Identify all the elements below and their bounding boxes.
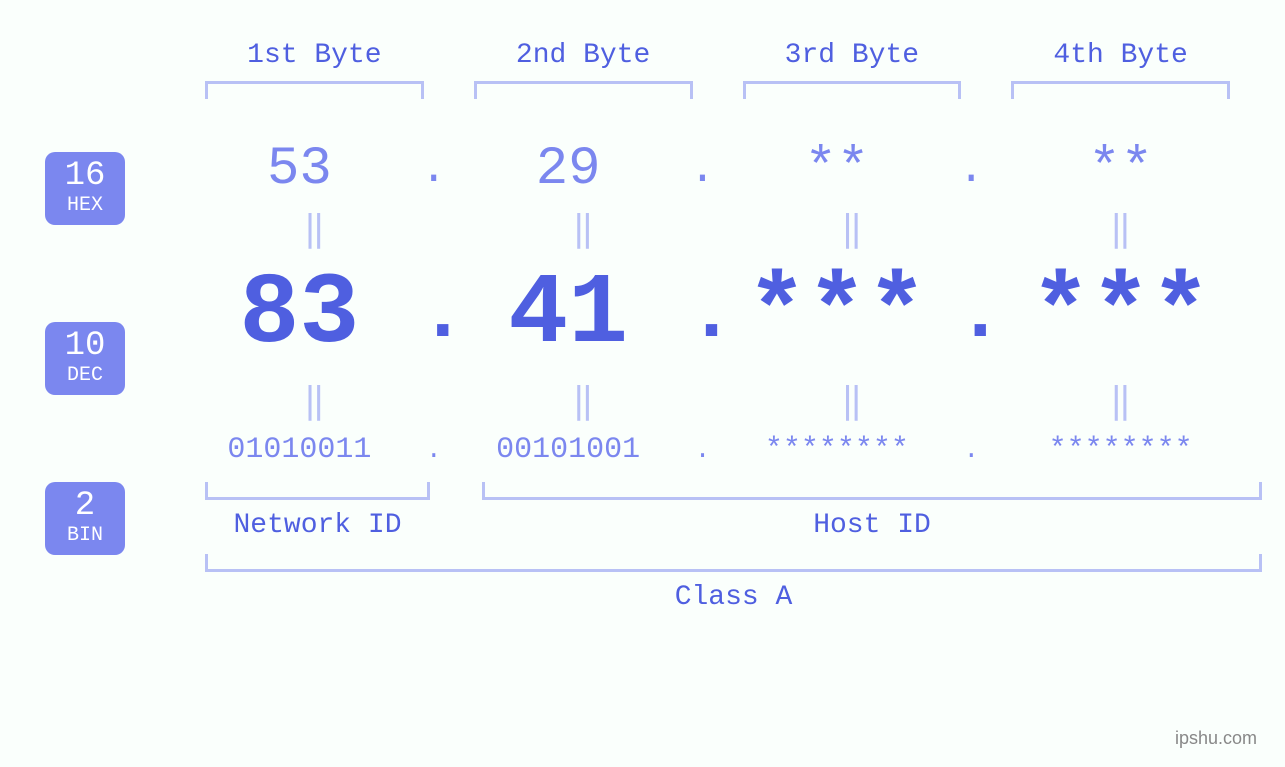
base-badge-dec-num: 10 [45, 328, 125, 365]
bin-byte-3: ******** [718, 433, 957, 467]
base-badge-dec-label: DEC [45, 365, 125, 387]
bin-byte-2: 00101001 [449, 433, 688, 467]
byte-header-4: 4th Byte [986, 40, 1255, 99]
watermark: ipshu.com [1175, 728, 1257, 749]
top-bracket-2 [474, 81, 693, 99]
host-id-label: Host ID [482, 510, 1262, 541]
byte-label-1: 1st Byte [180, 40, 449, 71]
dec-sep-1: . [419, 270, 449, 361]
top-bracket-1 [205, 81, 424, 99]
hex-sep-2: . [688, 145, 718, 195]
hex-byte-2: 29 [449, 139, 688, 200]
class-label: Class A [205, 582, 1262, 613]
hex-row: 53. 29. **. ** [180, 139, 1255, 200]
base-badge-hex-num: 16 [45, 158, 125, 195]
byte-label-3: 3rd Byte [718, 40, 987, 71]
equals-1-1: ‖ [180, 208, 449, 251]
bin-byte-1: 01010011 [180, 433, 419, 467]
equals-1-3: ‖ [718, 208, 987, 251]
equals-row-1: ‖ ‖ ‖ ‖ [180, 208, 1255, 251]
byte-header-2: 2nd Byte [449, 40, 718, 99]
dec-byte-2: 41 [449, 259, 688, 372]
hex-sep-3: . [956, 145, 986, 195]
dec-sep-3: . [956, 270, 986, 361]
base-badge-hex-label: HEX [45, 195, 125, 217]
byte-label-4: 4th Byte [986, 40, 1255, 71]
dec-sep-2: . [688, 270, 718, 361]
byte-header-3: 3rd Byte [718, 40, 987, 99]
base-badge-bin: 2 BIN [45, 482, 125, 555]
equals-row-2: ‖ ‖ ‖ ‖ [180, 380, 1255, 423]
dec-byte-4: *** [986, 259, 1255, 372]
equals-1-2: ‖ [449, 208, 718, 251]
class-bracket [205, 554, 1262, 572]
byte-headers: 1st Byte 2nd Byte 3rd Byte 4th Byte [180, 40, 1255, 99]
host-id-bracket [482, 482, 1262, 500]
hex-byte-4: ** [986, 139, 1255, 200]
base-badge-dec: 10 DEC [45, 322, 125, 395]
dec-row: 83. 41. ***. *** [180, 259, 1255, 372]
equals-1-4: ‖ [986, 208, 1255, 251]
base-badge-hex: 16 HEX [45, 152, 125, 225]
top-bracket-4 [1011, 81, 1230, 99]
network-id-bracket [205, 482, 430, 500]
hex-byte-3: ** [718, 139, 957, 200]
bin-sep-3: . [956, 435, 986, 465]
dec-byte-1: 83 [180, 259, 419, 372]
byte-header-1: 1st Byte [180, 40, 449, 99]
hex-sep-1: . [419, 145, 449, 195]
base-badge-bin-num: 2 [45, 488, 125, 525]
bin-byte-4: ******** [986, 433, 1255, 467]
bin-sep-1: . [419, 435, 449, 465]
hex-byte-1: 53 [180, 139, 419, 200]
equals-2-4: ‖ [986, 380, 1255, 423]
equals-2-3: ‖ [718, 380, 987, 423]
equals-2-2: ‖ [449, 380, 718, 423]
base-badge-bin-label: BIN [45, 525, 125, 547]
equals-2-1: ‖ [180, 380, 449, 423]
top-bracket-3 [743, 81, 962, 99]
dec-byte-3: *** [718, 259, 957, 372]
byte-label-2: 2nd Byte [449, 40, 718, 71]
network-id-label: Network ID [205, 510, 430, 541]
bin-sep-2: . [688, 435, 718, 465]
bin-row: 01010011. 00101001. ********. ******** [180, 433, 1255, 467]
